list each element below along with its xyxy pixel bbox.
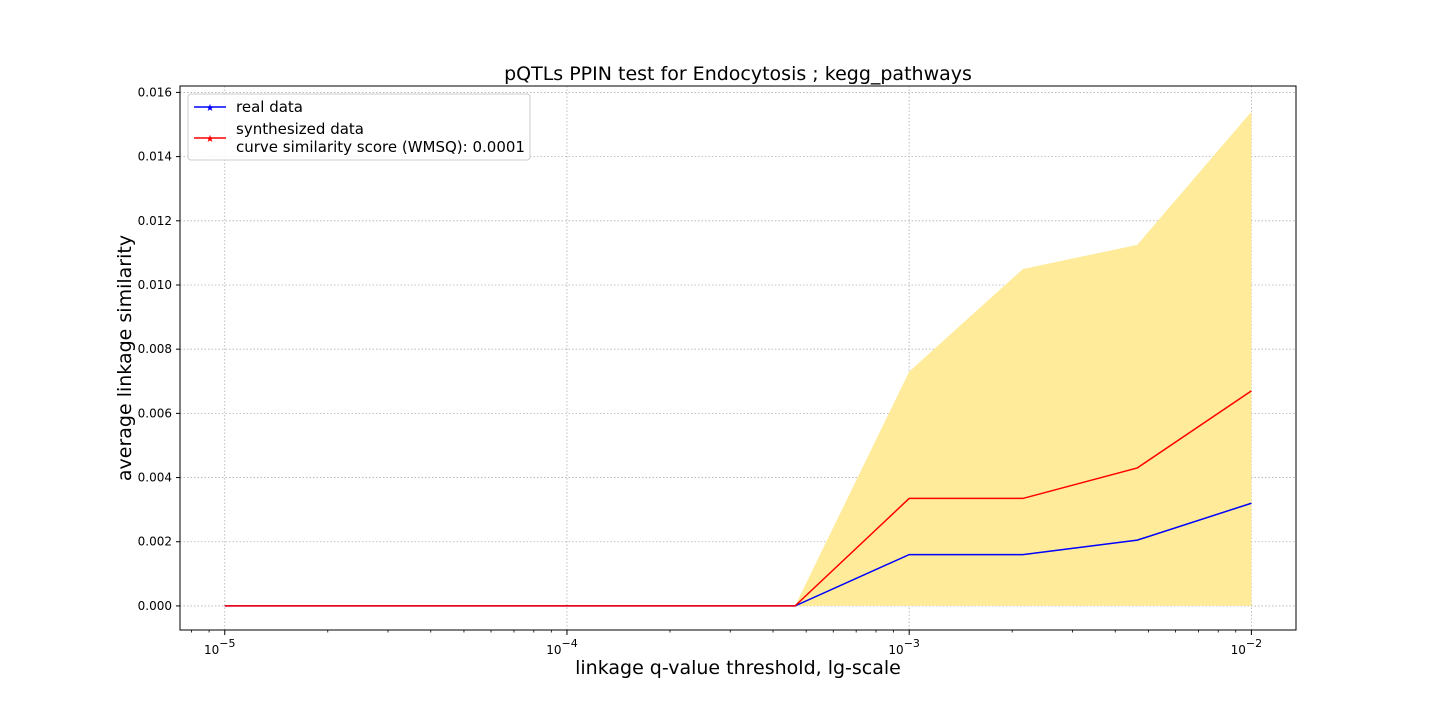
y-tick-label: 0.002 bbox=[138, 535, 172, 549]
y-tick-label: 0.004 bbox=[138, 471, 172, 485]
legend-star-marker: ★ bbox=[206, 134, 215, 145]
axes-frame bbox=[179, 85, 1297, 631]
y-tick-label: 0.010 bbox=[138, 278, 172, 292]
y-tick-label: 0.014 bbox=[138, 150, 172, 164]
y-axis-label: average linkage similarity bbox=[114, 235, 136, 481]
y-tick-label: 0.000 bbox=[138, 599, 172, 613]
x-tick-label: 10−4 bbox=[546, 637, 578, 657]
legend-box bbox=[187, 93, 531, 161]
x-axis-label: linkage q-value threshold, lg-scale bbox=[575, 657, 901, 679]
x-tick-label: 10−5 bbox=[204, 637, 236, 657]
x-tick-label: 10−2 bbox=[1231, 637, 1263, 657]
confidence-band bbox=[224, 111, 1252, 606]
plot-area: 0.000 0.002 0.004 0.006 0.008 0.010 0.012 0.014… bbox=[138, 85, 1297, 657]
y-tick-label: 0.016 bbox=[138, 85, 172, 99]
y-tick-label: 0.006 bbox=[138, 406, 172, 420]
x-tick-label: 10−3 bbox=[888, 637, 920, 657]
series-line-synthesized-data bbox=[224, 390, 1252, 607]
legend-label-similarity-score: curve similarity score (WMSQ): 0.0001 bbox=[236, 138, 525, 156]
chart-title: pQTLs PPIN test for Endocytosis ; kegg_p… bbox=[504, 63, 972, 85]
legend-star-marker: ★ bbox=[206, 103, 215, 114]
legend-label-real-data: real data bbox=[236, 98, 303, 116]
y-tick-label: 0.008 bbox=[138, 342, 172, 356]
y-tick-label: 0.012 bbox=[138, 214, 172, 228]
legend-label-synthesized-data: synthesized data bbox=[236, 120, 364, 138]
